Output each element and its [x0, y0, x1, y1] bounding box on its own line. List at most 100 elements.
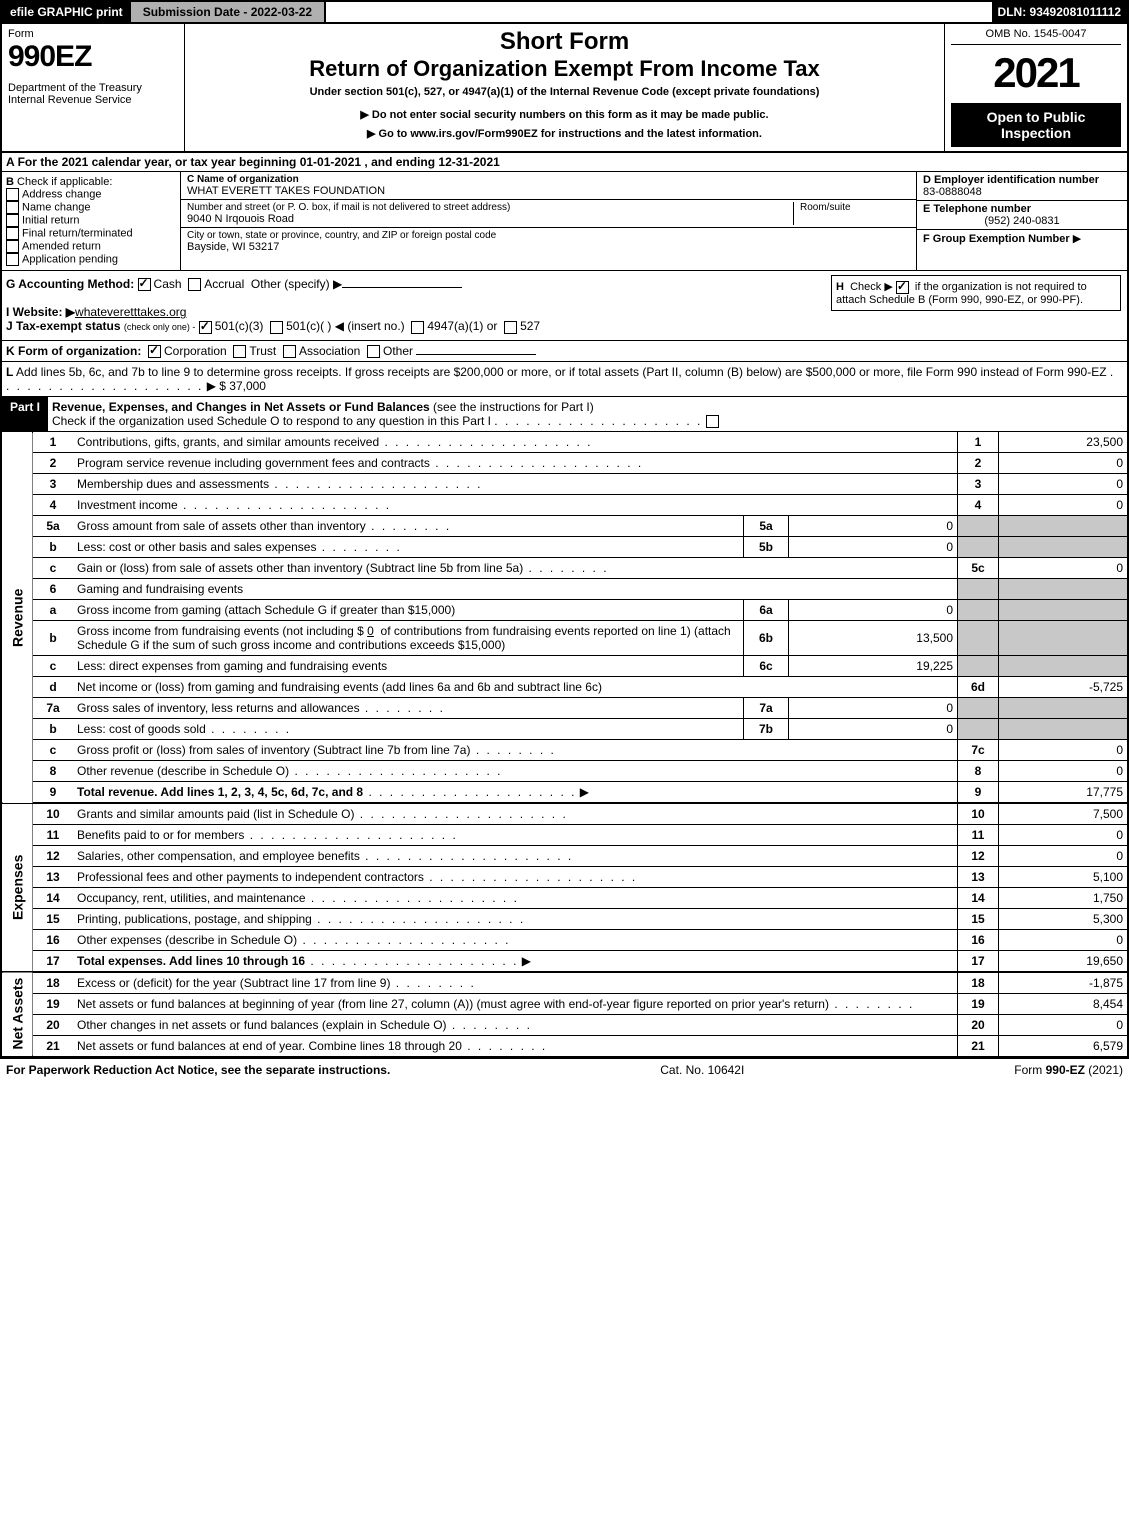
- line-6d: d Net income or (loss) from gaming and f…: [2, 677, 1127, 698]
- l12-rt: 12: [958, 846, 999, 867]
- trust-label: Trust: [249, 344, 276, 358]
- l8-val: 0: [999, 761, 1128, 782]
- expenses-section-label: Expenses: [2, 803, 33, 972]
- h-checkbox[interactable]: [896, 281, 909, 294]
- association-checkbox[interactable]: [283, 345, 296, 358]
- l18-rt: 18: [958, 972, 999, 994]
- l11-rt: 11: [958, 825, 999, 846]
- other-org-input[interactable]: [416, 354, 536, 355]
- footer-left: For Paperwork Reduction Act Notice, see …: [6, 1063, 390, 1077]
- part-i-title-note: (see the instructions for Part I): [433, 400, 594, 414]
- l15-num: 15: [33, 909, 74, 930]
- l5a-inner: 5a: [744, 516, 789, 537]
- other-specify-label: Other (specify) ▶: [251, 277, 342, 291]
- shaded-cell: [999, 698, 1128, 719]
- l7c-val: 0: [999, 740, 1128, 761]
- dots-icon: [206, 722, 291, 736]
- line-5a: 5a Gross amount from sale of assets othe…: [2, 516, 1127, 537]
- 527-checkbox[interactable]: [504, 321, 517, 334]
- street-label: Number and street (or P. O. box, if mail…: [187, 202, 793, 213]
- l15-rt: 15: [958, 909, 999, 930]
- l9-num: 9: [33, 782, 74, 804]
- cash-label: Cash: [154, 277, 182, 291]
- l10-val: 7,500: [999, 803, 1128, 825]
- line-17: 17 Total expenses. Add lines 10 through …: [2, 951, 1127, 973]
- l3-val: 0: [999, 474, 1128, 495]
- line-6: 6 Gaming and fundraising events: [2, 579, 1127, 600]
- lines-table: Revenue 1 Contributions, gifts, grants, …: [2, 432, 1127, 1057]
- l3-rt: 3: [958, 474, 999, 495]
- street-value: 9040 N Irqouois Road: [187, 213, 793, 225]
- efile-graphic-print-button[interactable]: efile GRAPHIC print: [2, 2, 131, 22]
- 501c-insert-note: ◀ (insert no.): [335, 319, 405, 333]
- part-i-header-row: Part I Revenue, Expenses, and Changes in…: [2, 397, 1127, 432]
- irs-label: Internal Revenue Service: [8, 94, 178, 106]
- l2-val: 0: [999, 453, 1128, 474]
- other-org-checkbox[interactable]: [367, 345, 380, 358]
- shaded-cell: [958, 698, 999, 719]
- website-link[interactable]: whateveretttakes.org: [75, 305, 186, 319]
- l7c-num: c: [33, 740, 74, 761]
- corporation-checkbox[interactable]: [148, 345, 161, 358]
- b-title: Check if applicable:: [17, 176, 112, 188]
- shaded-cell: [999, 656, 1128, 677]
- city-value: Bayside, WI 53217: [187, 241, 910, 253]
- trust-checkbox[interactable]: [233, 345, 246, 358]
- l9-rt: 9: [958, 782, 999, 804]
- l16-rt: 16: [958, 930, 999, 951]
- accrual-checkbox[interactable]: [188, 278, 201, 291]
- l13-val: 5,100: [999, 867, 1128, 888]
- address-change-checkbox[interactable]: [6, 188, 19, 201]
- amended-return-checkbox[interactable]: [6, 240, 19, 253]
- 501c-checkbox[interactable]: [270, 321, 283, 334]
- page-footer: For Paperwork Reduction Act Notice, see …: [0, 1059, 1129, 1081]
- shaded-cell: [999, 600, 1128, 621]
- l18-num: 18: [33, 972, 74, 994]
- l6b-amt: 0: [367, 624, 374, 638]
- l5b-ival: 0: [789, 537, 958, 558]
- footer-cat-no: Cat. No. 10642I: [660, 1063, 744, 1077]
- l6b-inner: 6b: [744, 621, 789, 656]
- l16-desc: Other expenses (describe in Schedule O): [77, 933, 297, 947]
- final-return-label: Final return/terminated: [22, 227, 133, 239]
- initial-return-checkbox[interactable]: [6, 214, 19, 227]
- open-to-public-badge: Open to Public Inspection: [951, 103, 1121, 147]
- goto-link[interactable]: ▶ Go to www.irs.gov/Form990EZ for instru…: [191, 127, 938, 140]
- final-return-checkbox[interactable]: [6, 227, 19, 240]
- l17-rt: 17: [958, 951, 999, 973]
- form-title-block: Short Form Return of Organization Exempt…: [185, 24, 944, 151]
- j-note: (check only one) -: [124, 322, 196, 332]
- shaded-cell: [999, 537, 1128, 558]
- j-label: J Tax-exempt status: [6, 319, 121, 333]
- line-18: Net Assets 18 Excess or (deficit) for th…: [2, 972, 1127, 994]
- 4947a1-checkbox[interactable]: [411, 321, 424, 334]
- l4-num: 4: [33, 495, 74, 516]
- k-label: K Form of organization:: [6, 344, 141, 358]
- form-label: Form: [8, 28, 178, 40]
- line-6c: c Less: direct expenses from gaming and …: [2, 656, 1127, 677]
- application-pending-checkbox[interactable]: [6, 253, 19, 266]
- schedule-o-checkbox[interactable]: [706, 415, 719, 428]
- l8-rt: 8: [958, 761, 999, 782]
- l6a-desc: Gross income from gaming (attach Schedul…: [77, 603, 455, 617]
- l1-num: 1: [33, 432, 74, 453]
- dots-icon: [523, 561, 608, 575]
- other-specify-input[interactable]: [342, 287, 462, 288]
- 501c3-checkbox[interactable]: [199, 321, 212, 334]
- dots-icon: [447, 1018, 532, 1032]
- shaded-cell: [999, 579, 1128, 600]
- b-label: B: [6, 176, 14, 188]
- l6-num: 6: [33, 579, 74, 600]
- l14-desc: Occupancy, rent, utilities, and maintena…: [77, 891, 306, 905]
- l1-rt: 1: [958, 432, 999, 453]
- form-header: Form 990EZ Department of the Treasury In…: [2, 24, 1127, 153]
- l17-desc: Total expenses. Add lines 10 through 16: [77, 954, 305, 968]
- part-i-schedule-o-text: Check if the organization used Schedule …: [52, 414, 491, 428]
- l6b-ival: 13,500: [789, 621, 958, 656]
- cash-checkbox[interactable]: [138, 278, 151, 291]
- i-label: I Website: ▶: [6, 305, 75, 319]
- dots-icon: [366, 519, 451, 533]
- name-change-checkbox[interactable]: [6, 201, 19, 214]
- line-5c: c Gain or (loss) from sale of assets oth…: [2, 558, 1127, 579]
- line-7a: 7a Gross sales of inventory, less return…: [2, 698, 1127, 719]
